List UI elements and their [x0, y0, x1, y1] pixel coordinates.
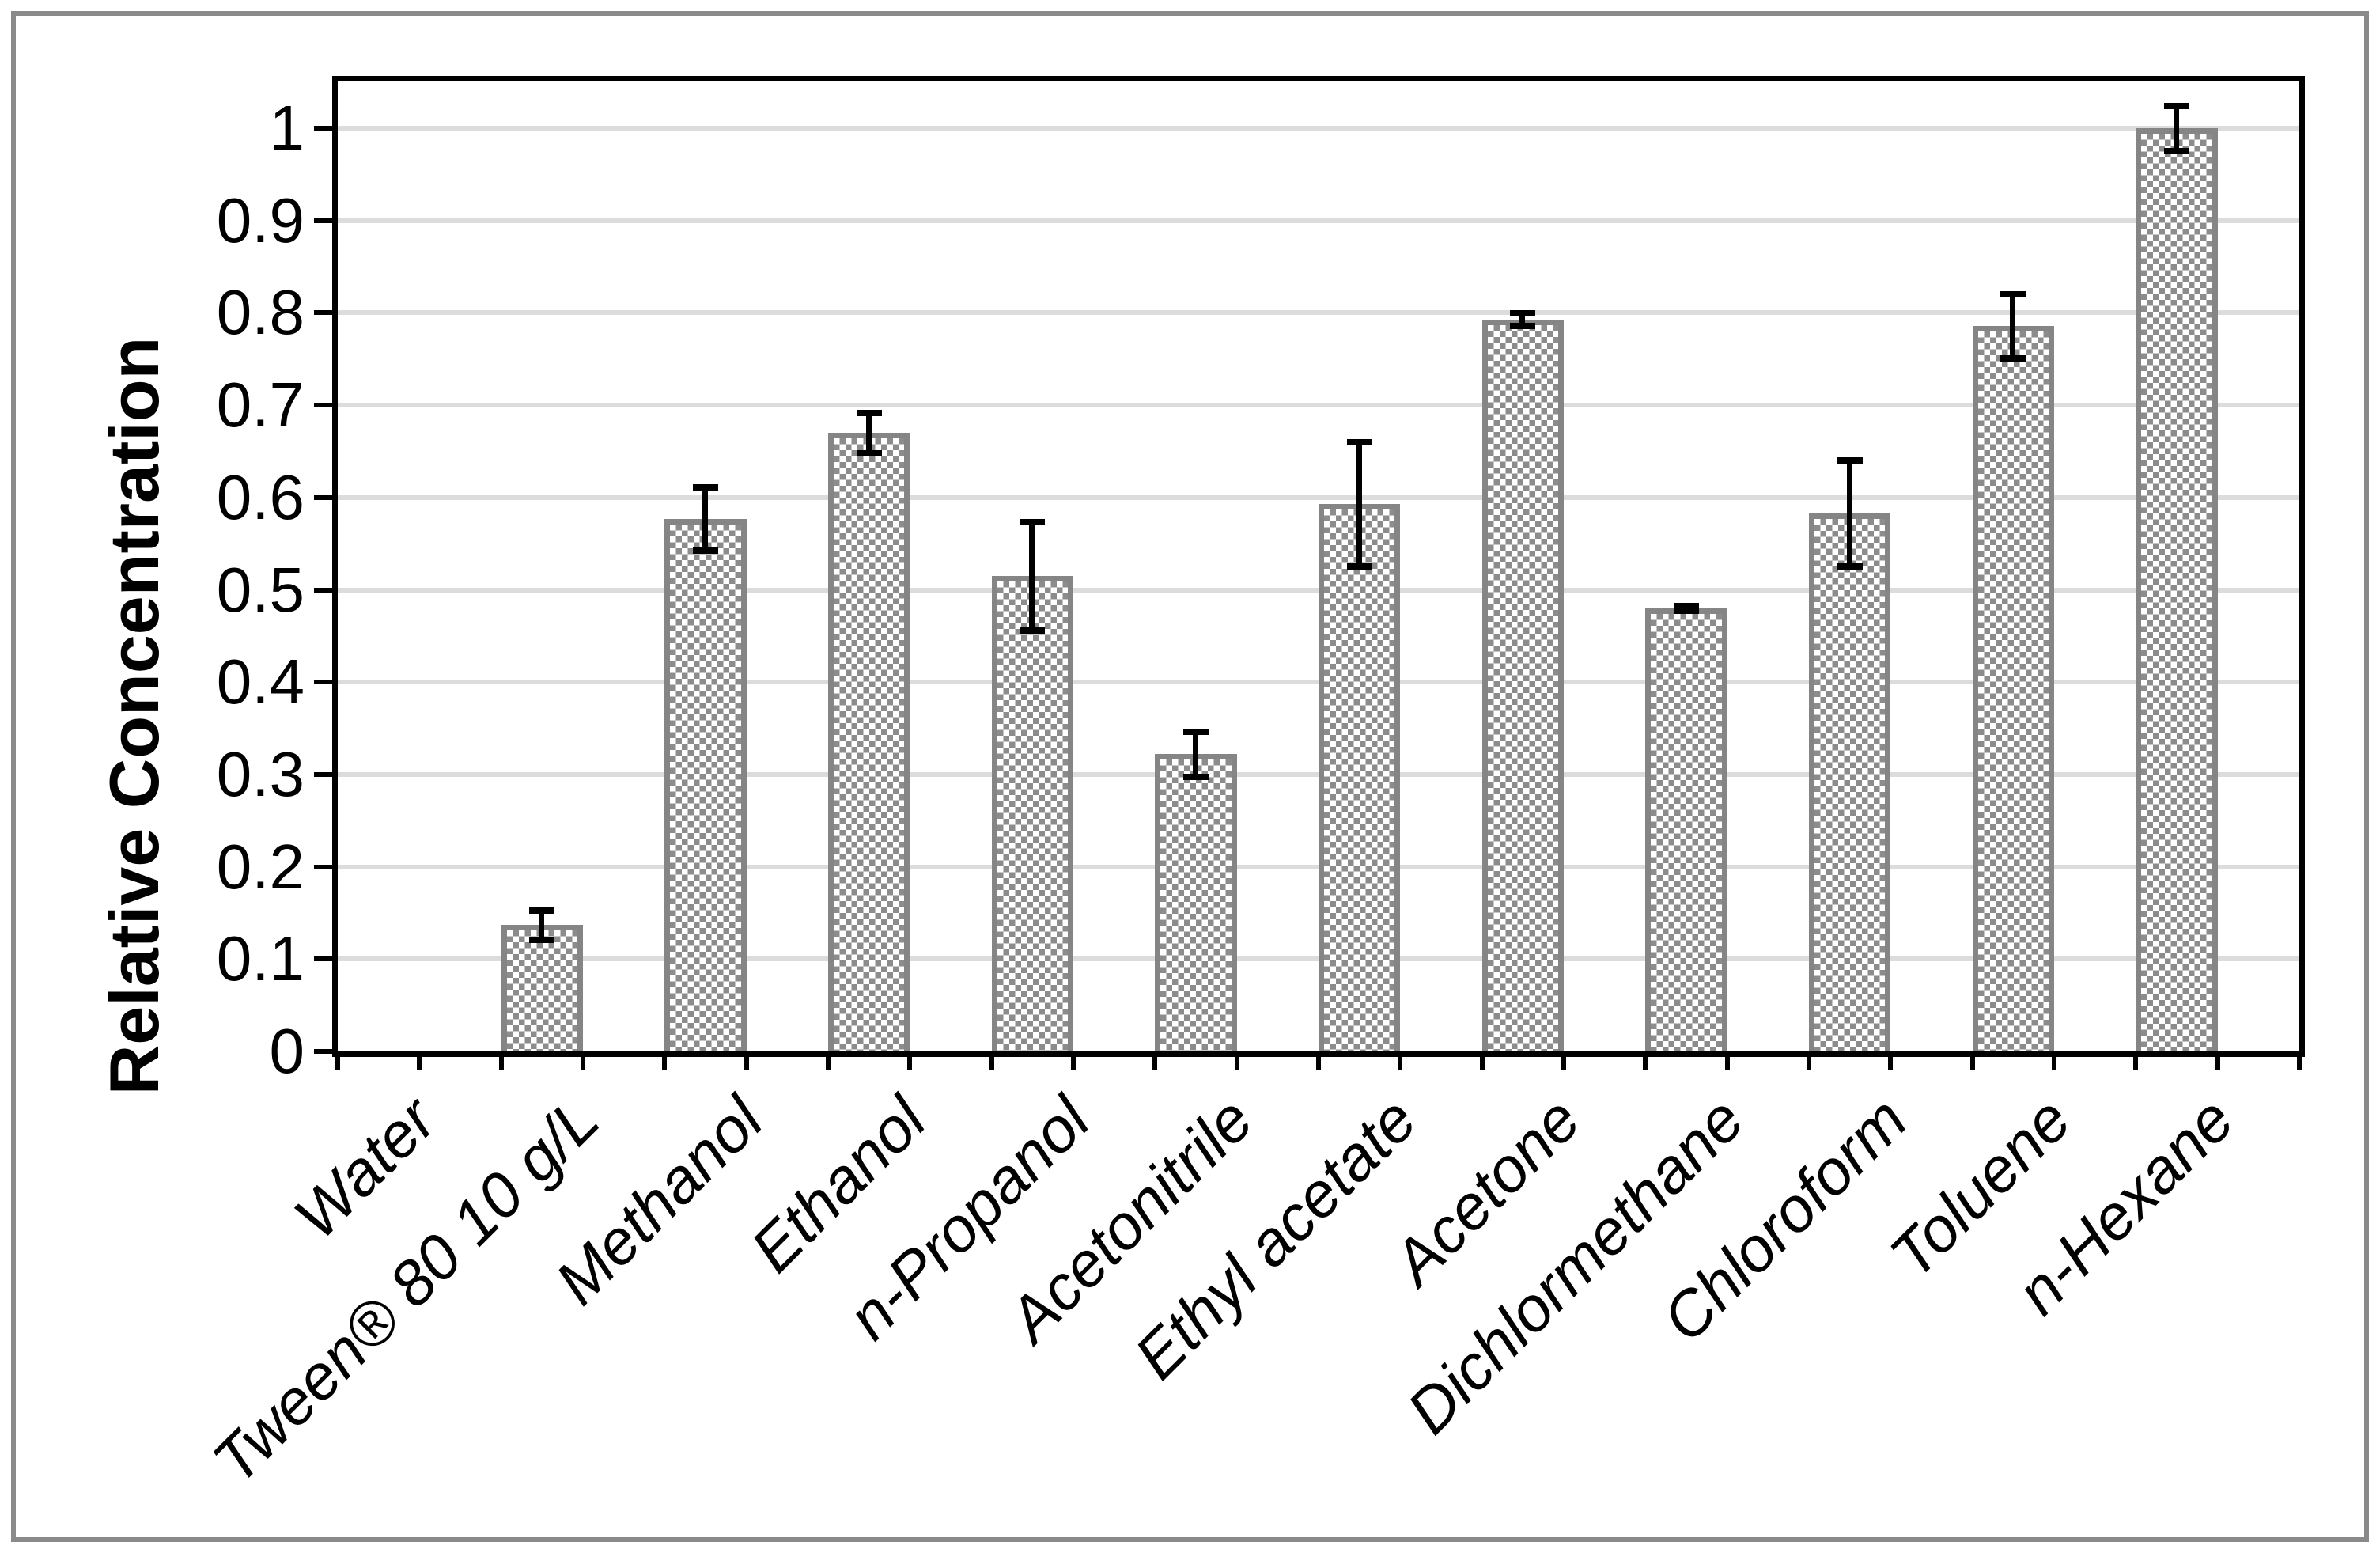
error-bar-cap-top	[529, 907, 555, 915]
error-bar-cap-bottom	[856, 449, 882, 456]
x-axis-tick	[1643, 1051, 1648, 1070]
error-bar-cap-top	[1346, 438, 1372, 445]
error-bar-line	[1846, 459, 1852, 567]
error-bar-cap-top	[856, 410, 882, 417]
gridline-0.7	[338, 403, 2299, 408]
x-axis-tick	[826, 1051, 831, 1070]
x-axis-tick	[1807, 1051, 1811, 1070]
y-tick-label: 0.2	[216, 831, 305, 902]
x-axis-tick	[417, 1051, 422, 1070]
x-axis-tick	[2297, 1051, 2302, 1070]
y-axis-tick	[314, 864, 333, 869]
y-axis-tick	[314, 310, 333, 316]
error-bar-cap-top	[2164, 102, 2189, 109]
x-axis-tick	[335, 1051, 340, 1070]
error-bar-line	[1193, 731, 1198, 778]
y-axis-tick	[314, 680, 333, 685]
error-bar-cap-top	[1510, 310, 1536, 317]
error-bar-cap-bottom	[1183, 774, 1209, 781]
error-bar-line	[1519, 312, 1526, 326]
y-axis-tick	[314, 1049, 333, 1054]
y-tick-label: 0.6	[216, 461, 305, 532]
gridline-0.8	[338, 310, 2299, 316]
chart-outer-frame	[11, 11, 2369, 1542]
error-bar-cap-bottom	[693, 547, 718, 555]
x-axis-tick	[498, 1051, 504, 1070]
x-axis-tick	[744, 1051, 749, 1070]
error-bar-cap-bottom	[529, 936, 555, 943]
gridline-1	[338, 126, 2299, 131]
error-bar-cap-top	[1837, 456, 1863, 464]
y-axis-tick	[314, 403, 333, 408]
error-bar-line	[2174, 104, 2179, 152]
x-axis-tick	[1316, 1051, 1321, 1070]
bar-ethyl-acetate	[1319, 503, 1401, 1051]
y-tick-label: 0.4	[216, 646, 305, 718]
error-bar-line	[2010, 293, 2016, 358]
error-bar-cap-top	[2000, 290, 2026, 297]
bar-n-propanol	[991, 575, 1073, 1051]
error-bar-cap-bottom	[1020, 627, 1046, 634]
error-bar-cap-top	[1020, 519, 1046, 526]
x-axis-tick	[1479, 1051, 1485, 1070]
bar-acetonitrile	[1155, 754, 1237, 1051]
x-axis-tick	[2215, 1051, 2220, 1070]
x-axis-tick	[1398, 1051, 1403, 1070]
x-axis-tick	[1234, 1051, 1239, 1070]
bar-methanol	[664, 518, 747, 1051]
y-tick-label: 0.9	[216, 184, 305, 256]
error-bar-line	[1029, 521, 1035, 631]
error-bar-line	[865, 412, 872, 453]
bar-acetone	[1481, 319, 1564, 1051]
error-bar-cap-bottom	[1346, 563, 1372, 570]
error-bar-cap-bottom	[1674, 608, 1699, 615]
error-bar-cap-bottom	[2000, 354, 2026, 362]
gridline-0.9	[338, 218, 2299, 223]
gridline-0.6	[338, 494, 2299, 500]
error-bar-cap-bottom	[1837, 563, 1863, 570]
y-axis-tick	[314, 494, 333, 500]
y-axis-tick	[314, 771, 333, 777]
bar-ethanol	[828, 433, 910, 1051]
x-axis-tick	[1969, 1051, 1975, 1070]
x-axis-tick	[662, 1051, 668, 1070]
y-axis-tick	[314, 218, 333, 223]
x-axis-tick	[989, 1051, 994, 1070]
y-tick-label: 0.5	[216, 554, 305, 625]
y-tick-label: 0.1	[216, 923, 305, 994]
error-bar-line	[702, 486, 708, 551]
y-tick-label: 0.3	[216, 738, 305, 809]
error-bar-cap-bottom	[2164, 148, 2189, 155]
bar-toluene	[1972, 325, 2054, 1051]
y-tick-label: 0.8	[216, 277, 305, 348]
x-axis-tick	[1071, 1051, 1076, 1070]
error-bar-cap-top	[693, 483, 718, 491]
x-axis-tick	[1152, 1051, 1158, 1070]
x-axis-tick	[2133, 1051, 2139, 1070]
y-tick-label: 1	[269, 93, 305, 163]
x-axis-tick	[2052, 1051, 2056, 1070]
y-axis-tick	[314, 956, 333, 962]
y-axis-tick	[314, 126, 333, 131]
x-axis-tick	[1888, 1051, 1894, 1070]
error-bar-cap-bottom	[1510, 322, 1536, 329]
error-bar-line	[1356, 441, 1362, 567]
x-axis-tick	[1724, 1051, 1730, 1070]
bar-chloroform	[1809, 513, 1891, 1051]
error-bar-cap-top	[1674, 603, 1699, 610]
y-tick-label: 0	[269, 1016, 305, 1086]
bar-n-hexane	[2136, 128, 2218, 1051]
bar-tween-80-10-g-l	[501, 925, 583, 1051]
y-tick-label: 0.7	[216, 369, 305, 441]
bar-dichlormethane	[1645, 608, 1727, 1051]
x-axis-tick	[581, 1051, 585, 1070]
error-bar-cap-top	[1183, 729, 1209, 736]
x-axis-tick	[907, 1051, 913, 1070]
error-bar-line	[539, 910, 545, 940]
y-axis-tick	[314, 587, 333, 593]
x-axis-tick	[1561, 1051, 1566, 1070]
